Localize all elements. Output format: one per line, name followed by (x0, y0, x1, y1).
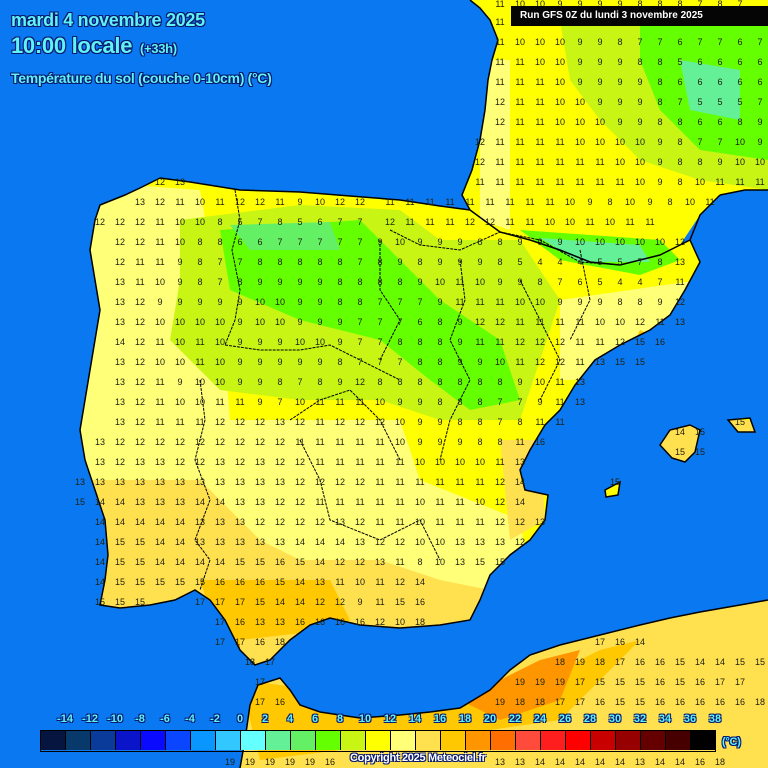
legend-swatch (191, 731, 216, 750)
legend-tick: -12 (82, 713, 98, 725)
legend-ticks: -14 -12 -10 -8 -6 -4 -2 0 2 4 6 8 10 12 14 16 18 20 22 24 26… (0, 713, 768, 729)
legend-swatch (41, 731, 66, 750)
legend-swatch (616, 731, 641, 750)
legend-tick: 12 (383, 713, 397, 725)
legend-swatch (91, 731, 116, 750)
legend-swatch (341, 731, 366, 750)
legend-swatch (641, 731, 666, 750)
run-banner: Run GFS 0Z du lundi 3 novembre 2025 (511, 6, 768, 26)
legend-tick: 10 (358, 713, 372, 725)
legend-tick: 18 (458, 713, 472, 725)
legend-swatch (691, 731, 715, 750)
forecast-time-label: 10:00 locale (11, 33, 133, 58)
legend-swatch (666, 731, 691, 750)
legend-tick: 16 (433, 713, 447, 725)
forecast-time: 10:00 locale (+33h) (11, 33, 177, 59)
legend-tick: 6 (311, 713, 319, 725)
legend-tick: 8 (336, 713, 344, 725)
parameter-title: Température du sol (couche 0-10cm) (°C) (11, 70, 272, 86)
legend-tick: 2 (261, 713, 269, 725)
legend-swatch (266, 731, 291, 750)
legend-swatch (591, 731, 616, 750)
copyright: Copyright 2025 Meteociel.fr (350, 752, 486, 764)
legend-tick: -2 (210, 713, 220, 725)
legend-tick: 26 (558, 713, 572, 725)
forecast-date: mardi 4 novembre 2025 (11, 10, 205, 30)
legend-swatch (466, 731, 491, 750)
color-legend (40, 730, 716, 752)
legend-swatch (291, 731, 316, 750)
legend-tick: 36 (683, 713, 697, 725)
legend-swatch (491, 731, 516, 750)
legend-tick: 28 (583, 713, 597, 725)
legend-tick: 20 (483, 713, 497, 725)
legend-swatch (216, 731, 241, 750)
legend-swatch (391, 731, 416, 750)
legend-swatch (516, 731, 541, 750)
legend-tick: -4 (185, 713, 195, 725)
legend-tick: 24 (533, 713, 547, 725)
legend-tick: -10 (107, 713, 123, 725)
legend-tick: -8 (135, 713, 145, 725)
legend-swatch (441, 731, 466, 750)
legend-swatch (566, 731, 591, 750)
legend-swatch (66, 731, 91, 750)
legend-unit: (°C) (722, 736, 741, 748)
legend-tick: 30 (608, 713, 622, 725)
legend-swatch (541, 731, 566, 750)
legend-tick: 0 (236, 713, 244, 725)
legend-swatch (141, 731, 166, 750)
legend-swatch (241, 731, 266, 750)
legend-tick: 34 (658, 713, 672, 725)
legend-swatch (116, 731, 141, 750)
legend-tick: -6 (160, 713, 170, 725)
legend-swatch (316, 731, 341, 750)
legend-tick: -14 (57, 713, 73, 725)
legend-tick: 4 (286, 713, 294, 725)
legend-swatch (166, 731, 191, 750)
legend-tick: 14 (408, 713, 422, 725)
legend-swatch (416, 731, 441, 750)
legend-tick: 22 (508, 713, 522, 725)
legend-tick: 38 (708, 713, 722, 725)
legend-tick: 32 (633, 713, 647, 725)
legend-swatch (366, 731, 391, 750)
forecast-offset: (+33h) (139, 41, 177, 56)
